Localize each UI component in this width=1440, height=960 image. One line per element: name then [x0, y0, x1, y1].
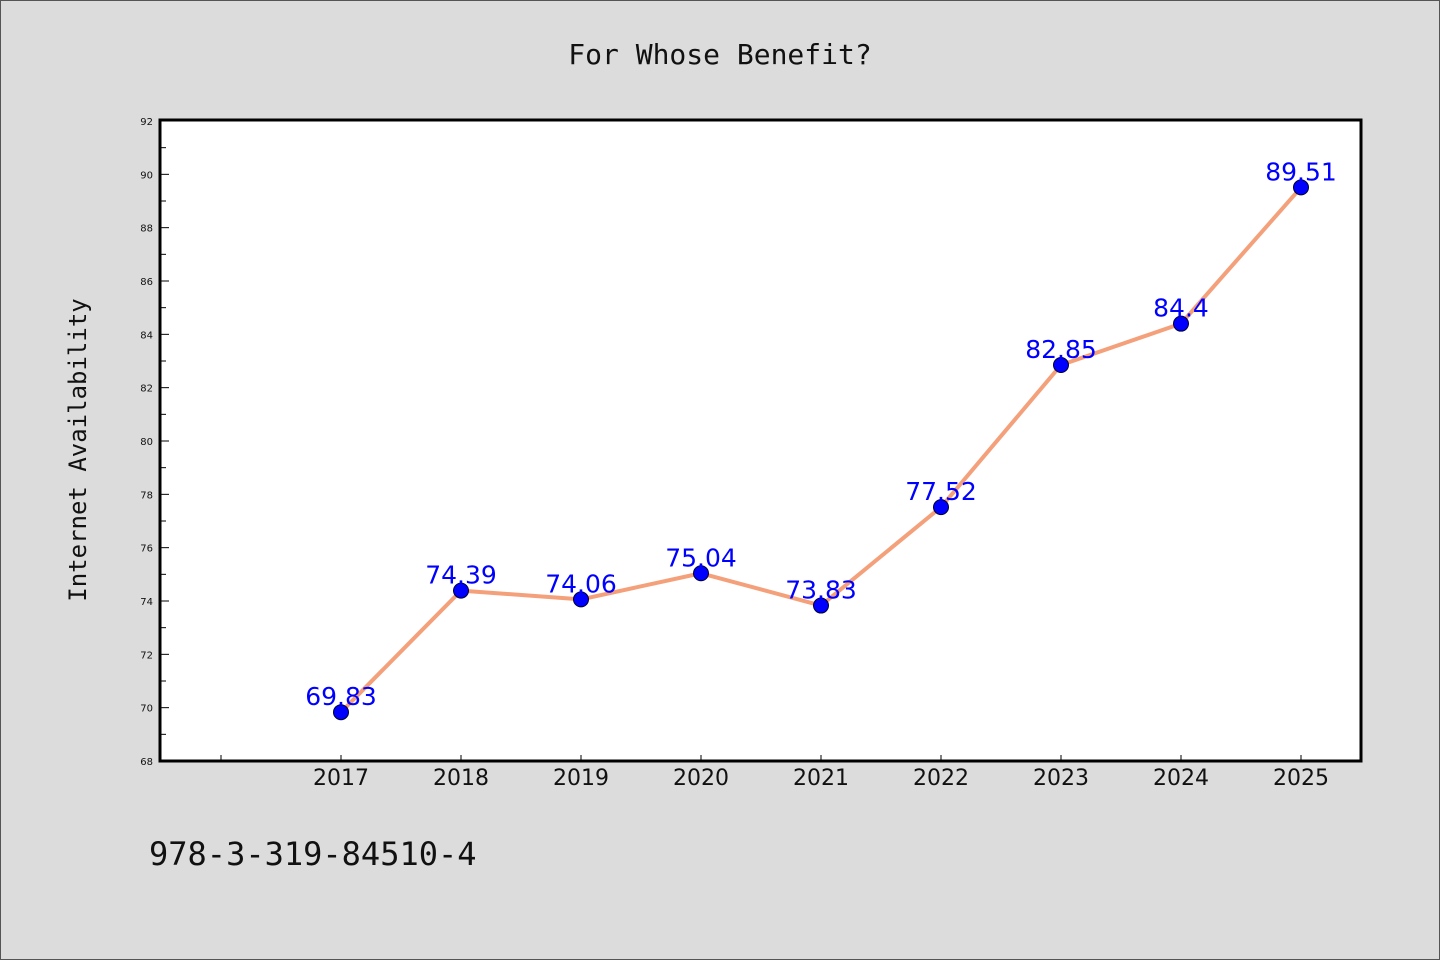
y-tick-label: 92: [140, 117, 153, 128]
y-tick-label: 68: [140, 757, 153, 768]
x-axis: 2017 2018 2019 2020 2021 2022 2023 2024 2025: [220, 755, 1329, 791]
x-tick-label: 2022: [913, 766, 969, 791]
data-point: [333, 704, 349, 721]
y-tick-label: 80: [140, 437, 153, 448]
data-point: [693, 565, 709, 582]
y-tick-label: 76: [140, 544, 153, 555]
data-labels: 69.83 74.39 74.06 75.04 73.83 77.52 82.85 84.4 8…: [305, 157, 1337, 711]
y-tick-label: 78: [140, 490, 153, 501]
x-tick-label: 2019: [553, 766, 609, 791]
series-internet-availability: [333, 179, 1309, 721]
data-label: 74.06: [545, 569, 617, 598]
data-point: [1173, 315, 1189, 332]
y-axis: 68 70 72 74 76 78 80 82 84 86 88 90 92: [140, 117, 169, 768]
data-label: 84.4: [1153, 294, 1209, 323]
plot-area: [158, 118, 1363, 763]
data-point: [453, 582, 469, 599]
data-label: 74.39: [425, 561, 497, 590]
x-tick-label: 2017: [313, 766, 369, 791]
y-tick-label: 74: [140, 597, 153, 608]
data-label: 82.85: [1025, 335, 1097, 364]
data-label: 73.83: [785, 576, 857, 605]
chart-title: For Whose Benefit?: [568, 38, 871, 71]
data-label: 75.04: [665, 543, 737, 572]
y-tick-label: 70: [140, 704, 153, 715]
y-tick-label: 84: [140, 330, 153, 341]
y-tick-label: 88: [140, 224, 153, 235]
isbn-text: 978-3-319-84510-4: [149, 835, 477, 873]
data-point: [813, 597, 829, 614]
data-label: 77.52: [905, 477, 977, 506]
y-tick-label: 72: [140, 650, 153, 661]
y-tick-label: 90: [140, 170, 153, 181]
y-tick-label: 86: [140, 277, 153, 288]
data-point: [1053, 357, 1069, 373]
x-tick-label: 2023: [1033, 766, 1089, 791]
x-tick-label: 2018: [433, 766, 489, 791]
data-label: 89.51: [1265, 157, 1337, 186]
x-tick-label: 2020: [673, 766, 729, 791]
data-point: [933, 499, 949, 516]
x-tick-label: 2021: [793, 766, 849, 791]
y-axis-label: Internet Availability: [64, 298, 92, 601]
y-tick-label: 82: [140, 384, 153, 395]
data-point: [1293, 179, 1309, 196]
x-tick-label: 2025: [1273, 766, 1329, 791]
data-point: [573, 591, 589, 608]
data-label: 69.83: [305, 682, 377, 711]
x-tick-label: 2024: [1153, 766, 1209, 791]
